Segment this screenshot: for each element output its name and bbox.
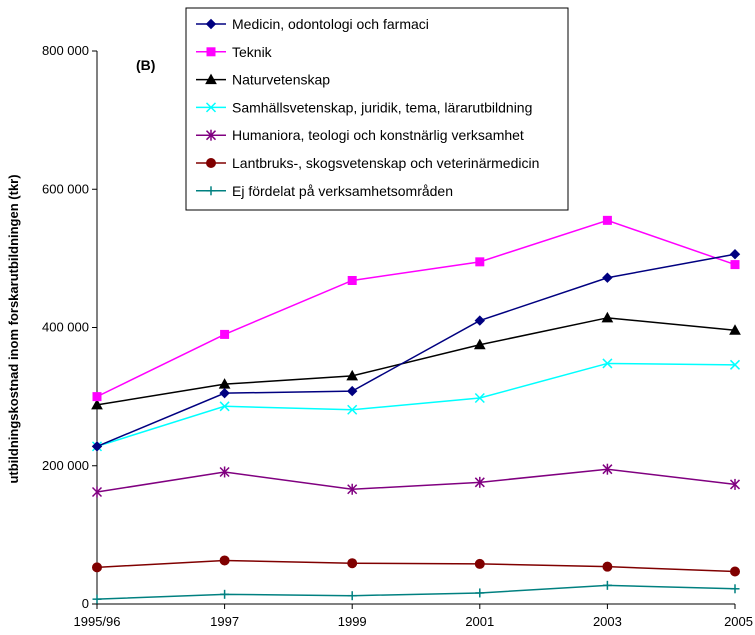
x-tick-label: 1997 xyxy=(210,614,239,629)
y-axis-label: utbildningskostnad inom forskarutbildnin… xyxy=(6,174,21,483)
data-point-star xyxy=(474,476,485,488)
data-point-square xyxy=(730,260,740,270)
data-point-plus xyxy=(475,588,485,598)
legend-label: Medicin, odontologi och farmaci xyxy=(232,16,429,32)
data-point-diamond xyxy=(474,315,486,326)
data-point-plus xyxy=(602,580,612,590)
y-tick-label: 800 000 xyxy=(42,43,89,58)
data-point-square xyxy=(475,257,485,267)
x-tick-label: 2005 xyxy=(724,614,753,629)
series-line xyxy=(96,317,736,406)
data-point-star xyxy=(219,466,230,478)
data-point-x xyxy=(602,358,613,369)
series xyxy=(92,215,740,402)
data-point-star xyxy=(729,478,741,490)
y-tick-label: 400 000 xyxy=(42,320,89,335)
data-point-square xyxy=(347,275,357,285)
data-point-plus xyxy=(347,591,357,601)
series-line xyxy=(96,559,736,573)
legend-item: Teknik xyxy=(196,44,273,60)
data-point-plus xyxy=(220,589,230,599)
legend-label: Teknik xyxy=(232,44,273,60)
data-point-triangle xyxy=(729,324,741,335)
legend-item: Humaniora, teologi och konstnärlig verks… xyxy=(196,127,524,143)
series xyxy=(92,555,740,577)
y-axis-ticks: 0 200 000 400 000 600 000 800 000 xyxy=(42,43,97,611)
data-point-star xyxy=(205,129,217,141)
series xyxy=(91,249,741,452)
data-point-x xyxy=(729,359,741,370)
data-point-star xyxy=(347,483,358,495)
data-point-circle xyxy=(347,558,358,569)
legend-label: Naturvetenskap xyxy=(232,72,330,88)
data-point-square xyxy=(220,329,230,339)
series-line xyxy=(96,468,736,493)
series xyxy=(91,463,741,498)
legend-item: Lantbruks-, skogsvetenskap och veterinär… xyxy=(196,155,539,171)
series-line xyxy=(96,584,736,600)
legend-item: Naturvetenskap xyxy=(196,72,330,88)
data-point-x xyxy=(474,392,485,404)
legend-item: Medicin, odontologi och farmaci xyxy=(196,16,429,32)
x-tick-label: 1995/96 xyxy=(74,614,121,629)
series-line xyxy=(96,219,736,398)
legend-box xyxy=(185,7,569,211)
legend: Medicin, odontologi och farmaci Teknik Nat… xyxy=(185,7,569,211)
data-point-plus xyxy=(92,594,102,604)
series-line xyxy=(96,253,736,448)
data-point-x xyxy=(205,102,217,113)
data-point-triangle xyxy=(205,73,217,85)
data-point-star xyxy=(91,486,103,498)
data-point-diamond xyxy=(91,441,103,452)
series xyxy=(92,580,740,604)
data-point-triangle xyxy=(346,369,359,381)
data-point-plus xyxy=(730,584,740,594)
panel-label: (B) xyxy=(136,57,155,73)
series xyxy=(91,311,741,410)
data-point-diamond xyxy=(602,272,613,283)
data-point-circle xyxy=(474,558,485,569)
data-point-x xyxy=(219,401,230,412)
legend-label: Ej fördelat på verksamhetsområden xyxy=(232,183,453,199)
series-group xyxy=(91,215,741,604)
data-point-diamond xyxy=(346,385,358,397)
data-point-triangle xyxy=(601,311,614,323)
y-tick-label: 600 000 xyxy=(42,181,89,196)
data-point-circle xyxy=(206,158,216,168)
x-tick-label: 2001 xyxy=(465,614,494,629)
series-line xyxy=(96,362,736,448)
legend-label: Samhällsvetenskap, juridik, tema, läraru… xyxy=(232,99,532,115)
x-tick-label: 1999 xyxy=(338,614,367,629)
y-tick-label: 200 000 xyxy=(42,458,89,473)
data-point-circle xyxy=(730,566,740,577)
data-point-triangle xyxy=(91,398,103,410)
legend-item: Ej fördelat på verksamhetsområden xyxy=(196,183,453,199)
data-point-diamond xyxy=(219,387,230,399)
data-point-square xyxy=(602,215,612,225)
data-point-plus xyxy=(206,186,216,196)
data-point-x xyxy=(347,404,358,415)
data-point-triangle xyxy=(473,338,486,350)
data-point-circle xyxy=(602,561,613,572)
data-point-star xyxy=(602,463,613,475)
y-tick-label: 0 xyxy=(82,596,89,611)
data-point-circle xyxy=(219,555,230,566)
data-point-diamond xyxy=(205,18,217,30)
legend-label: Humaniora, teologi och konstnärlig verks… xyxy=(232,127,524,143)
x-tick-label: 2003 xyxy=(593,614,622,629)
legend-item: Samhällsvetenskap, juridik, tema, läraru… xyxy=(196,99,532,115)
data-point-diamond xyxy=(729,249,741,260)
data-point-square xyxy=(92,392,102,402)
series xyxy=(91,358,741,452)
data-point-square xyxy=(206,47,216,57)
data-point-circle xyxy=(92,562,102,573)
legend-label: Lantbruks-, skogsvetenskap och veterinär… xyxy=(232,155,539,171)
x-axis-ticks: 1995/96 1997 1999 2001 2003 2005 xyxy=(74,604,753,629)
